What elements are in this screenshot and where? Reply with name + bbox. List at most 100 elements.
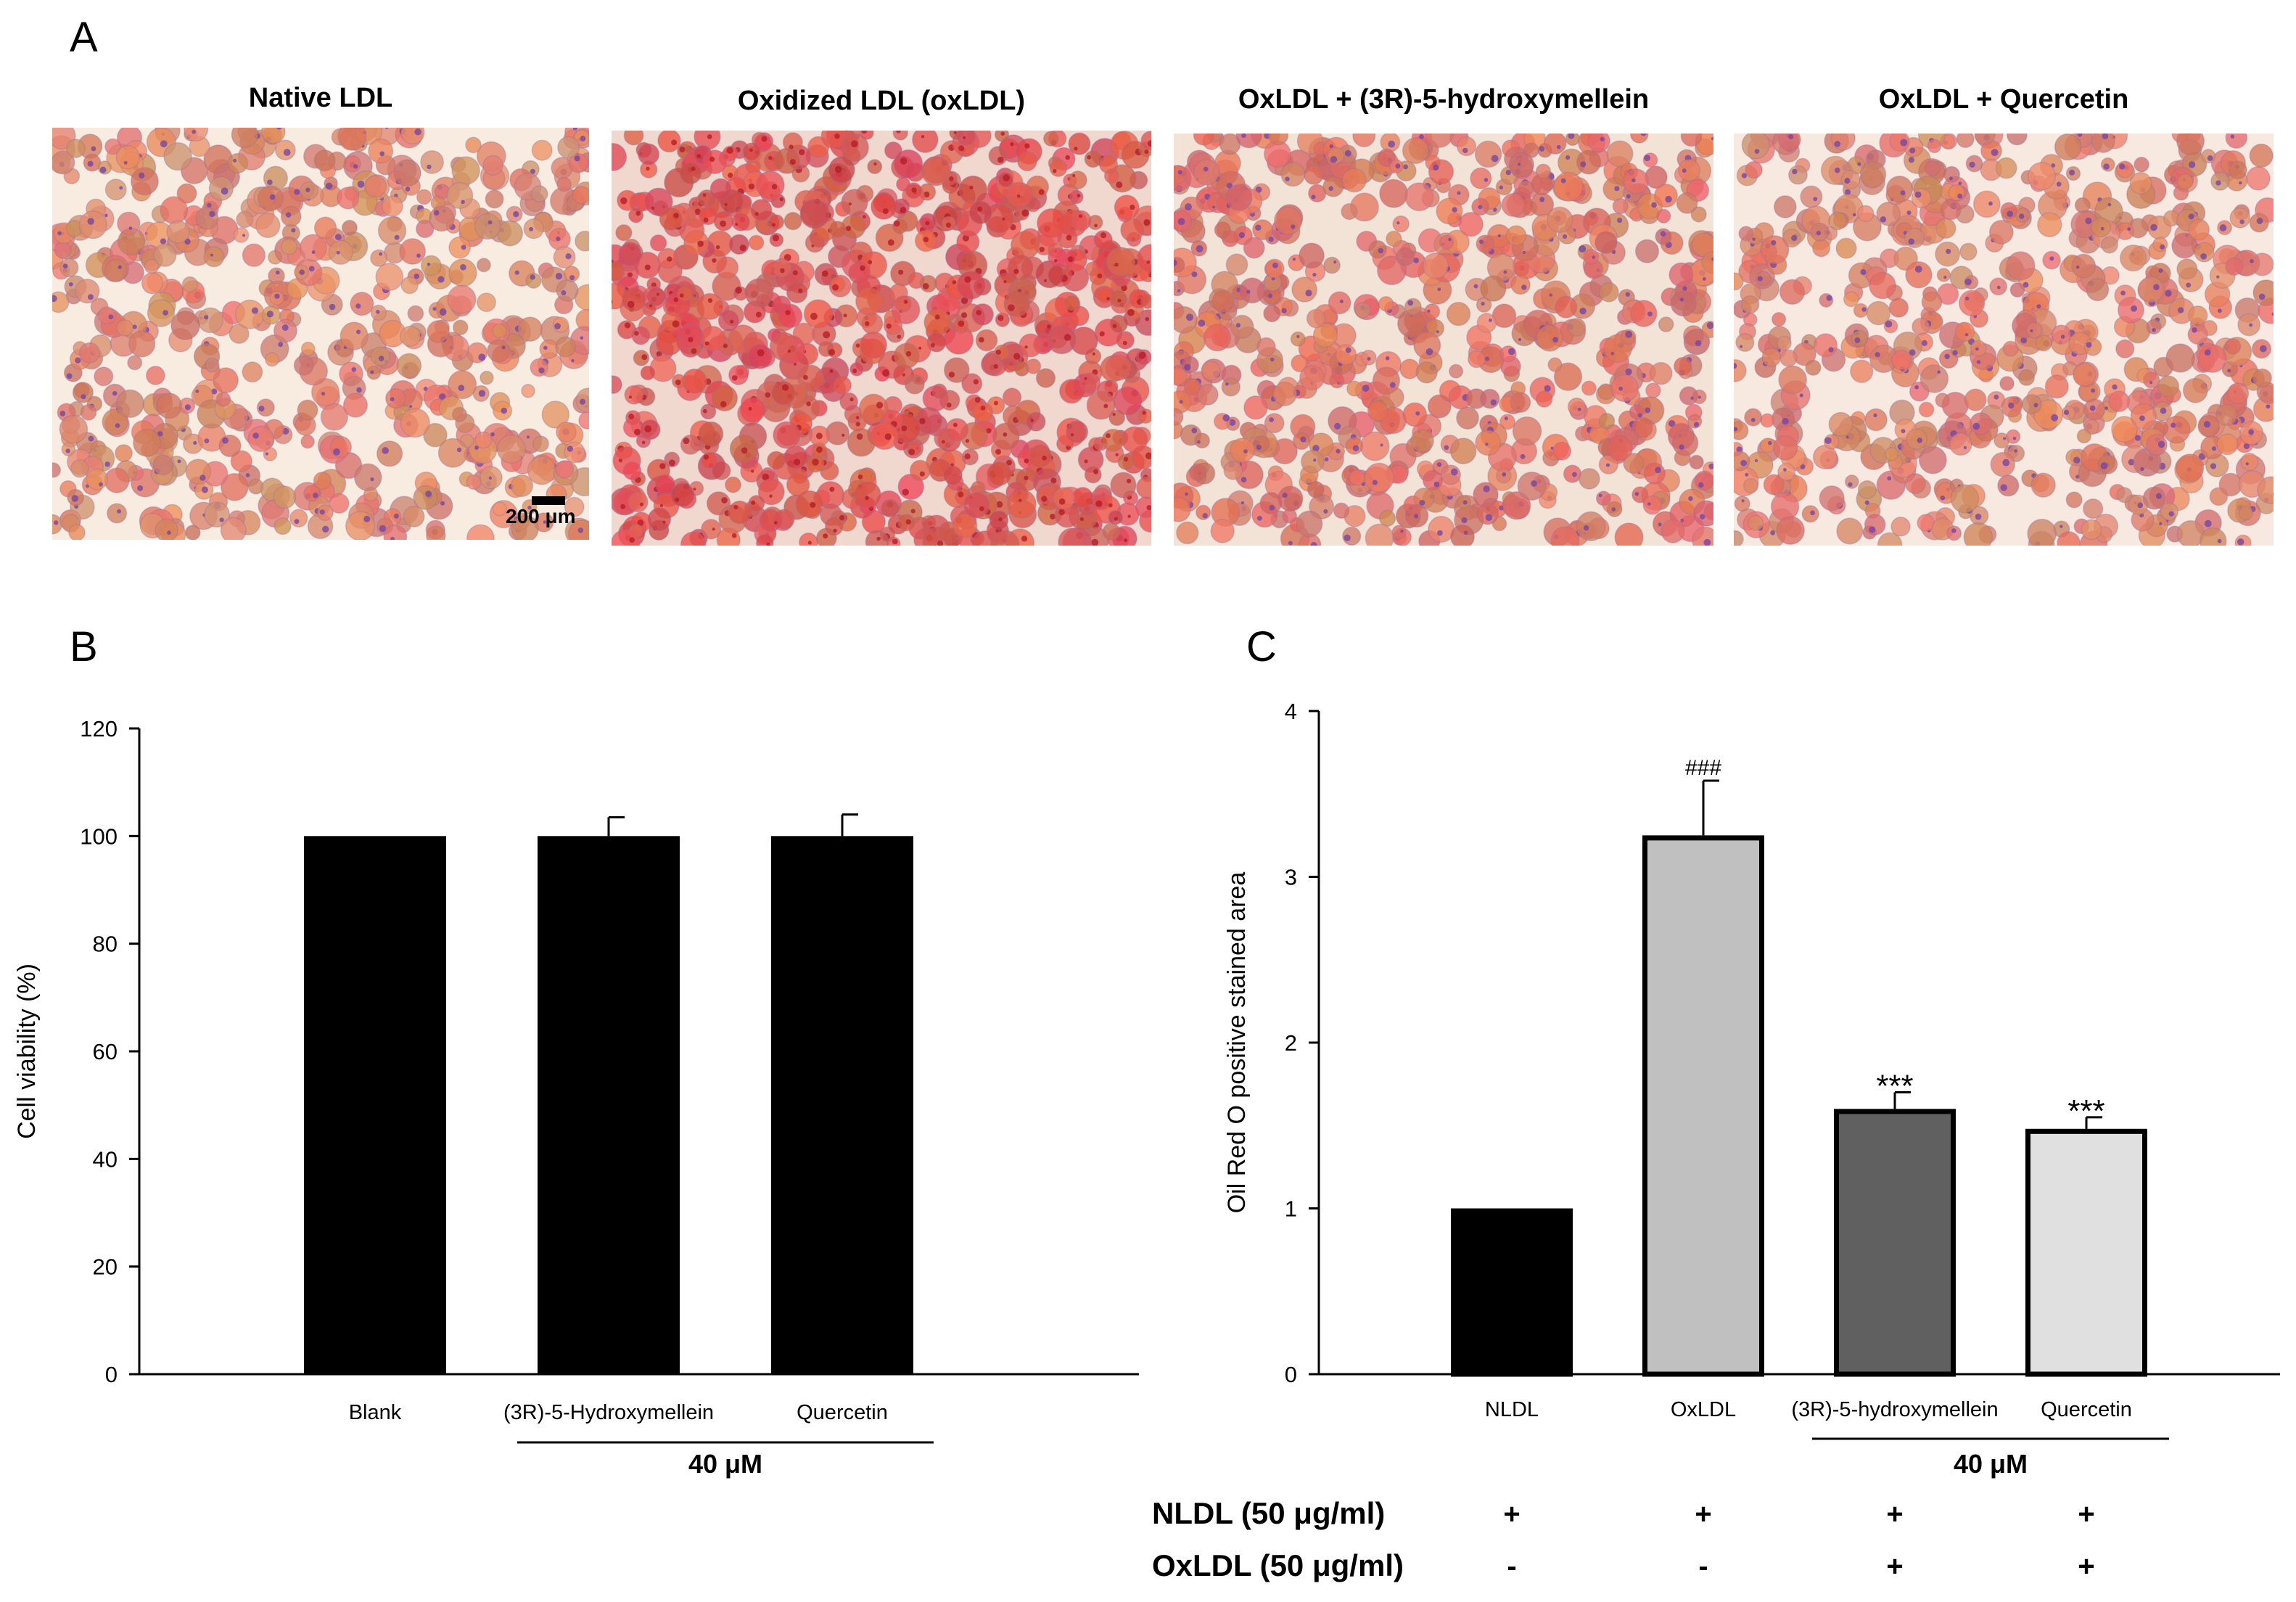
chart-c-category-label: Quercetin	[2041, 1398, 2132, 1421]
cell	[448, 370, 477, 400]
lipid-droplet	[739, 245, 746, 252]
cell	[828, 221, 847, 238]
lipid-droplet	[779, 197, 783, 202]
cell	[635, 432, 651, 448]
lipid-droplet	[900, 207, 907, 213]
lipid-droplet	[490, 432, 495, 437]
lipid-droplet	[1084, 459, 1088, 464]
lipid-droplet	[862, 215, 866, 219]
cell	[144, 258, 160, 274]
cell	[205, 357, 220, 373]
lipid-droplet	[1010, 223, 1016, 231]
cell	[1449, 363, 1464, 379]
cell	[350, 292, 374, 316]
lipid-droplet	[1050, 477, 1057, 484]
lipid-droplet	[112, 390, 118, 396]
cell	[1035, 368, 1056, 388]
lipid-droplet	[1112, 324, 1117, 329]
cell	[640, 365, 656, 381]
lipid-droplet	[884, 433, 892, 440]
cell	[477, 292, 496, 313]
cell	[310, 378, 340, 407]
lipid-droplet	[526, 435, 530, 439]
cell	[80, 403, 97, 421]
cell	[368, 138, 394, 164]
lipid-droplet	[427, 164, 432, 170]
cell	[820, 131, 847, 149]
lipid-droplet	[501, 407, 508, 414]
lipid-droplet	[919, 471, 925, 477]
cell	[383, 525, 408, 540]
lipid-droplet	[1016, 194, 1021, 198]
lipid-droplet	[59, 411, 66, 416]
lipid-droplet	[245, 473, 250, 477]
lipid-droplet	[823, 331, 831, 339]
lipid-droplet	[662, 520, 666, 524]
lipid-droplet	[329, 303, 336, 311]
lipid-droplet	[75, 357, 81, 363]
lipid-droplet	[211, 388, 218, 395]
cell	[773, 147, 801, 174]
lipid-droplet	[977, 206, 983, 212]
lipid-droplet	[671, 139, 678, 146]
lipid-droplet	[416, 253, 421, 258]
cell	[293, 355, 314, 376]
lipid-droplet	[672, 320, 680, 328]
lipid-droplet	[876, 401, 884, 409]
lipid-droplet	[104, 213, 108, 218]
lipid-droplet	[646, 166, 650, 171]
cell	[612, 142, 628, 171]
cell	[437, 438, 468, 468]
cell	[133, 428, 161, 457]
cell	[156, 393, 183, 419]
lipid-droplet	[1145, 452, 1151, 460]
lipid-droplet	[580, 136, 586, 141]
lipid-droplet	[199, 475, 206, 481]
lipid-droplet	[627, 272, 633, 278]
lipid-droplet	[629, 537, 635, 543]
lipid-droplet	[1444, 445, 1449, 451]
cell	[1070, 210, 1092, 231]
cell	[337, 128, 367, 151]
lipid-droplet	[925, 221, 930, 226]
cell	[680, 531, 707, 546]
lipid-droplet	[855, 422, 860, 427]
lipid-droplet	[892, 538, 898, 545]
lipid-droplet	[697, 240, 704, 247]
lipid-droplet	[937, 541, 944, 546]
lipid-droplet	[829, 369, 834, 373]
cell	[130, 167, 159, 196]
chart-c-category-label: NLDL	[1485, 1398, 1539, 1421]
lipid-droplet	[816, 446, 823, 453]
lipid-droplet	[976, 310, 982, 316]
lipid-droplet	[325, 182, 333, 190]
cell	[511, 514, 540, 540]
lipid-droplet	[1690, 396, 1694, 400]
panel-a-letter: A	[70, 14, 98, 61]
lipid-droplet	[921, 135, 925, 139]
cell	[70, 459, 89, 478]
lipid-droplet	[735, 223, 738, 226]
lipid-droplet	[618, 458, 623, 463]
cell	[236, 210, 254, 229]
cell	[474, 431, 493, 449]
chart-c-y-tick-label: 1	[1285, 1196, 1297, 1222]
lipid-droplet	[1058, 509, 1065, 516]
cell	[65, 139, 86, 158]
cell	[242, 243, 266, 267]
lipid-droplet	[379, 252, 383, 256]
lipid-droplet	[849, 397, 854, 402]
cell	[563, 266, 580, 282]
lipid-droplet	[762, 473, 770, 481]
cell	[521, 384, 535, 398]
cell	[840, 133, 870, 162]
lipid-droplet	[221, 187, 229, 195]
lipid-droplet	[998, 517, 1003, 522]
lipid-droplet	[1079, 214, 1083, 218]
lipid-droplet	[712, 527, 715, 531]
cell	[769, 332, 799, 361]
lipid-droplet	[1504, 416, 1508, 421]
cell	[289, 509, 308, 528]
lipid-droplet	[930, 342, 935, 348]
cell	[931, 383, 947, 399]
